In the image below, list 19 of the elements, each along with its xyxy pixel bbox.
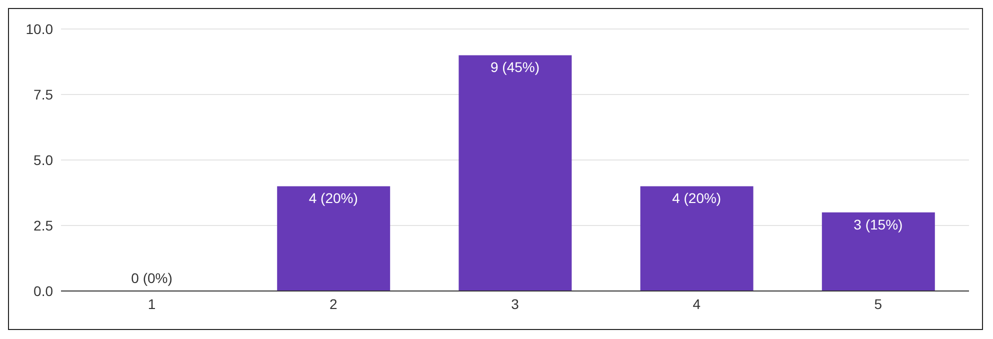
x-tick-label: 5 — [874, 296, 882, 312]
x-tick-label: 1 — [148, 296, 156, 312]
data-label: 4 (20%) — [308, 190, 358, 206]
x-tick-label: 3 — [511, 296, 520, 312]
y-tick-label: 5.0 — [34, 152, 54, 168]
data-label: 4 (20%) — [672, 190, 722, 206]
bar — [277, 186, 390, 291]
y-tick-label: 7.5 — [34, 86, 54, 102]
bar — [822, 212, 935, 291]
data-label: 0 (0%) — [131, 270, 172, 286]
bar — [640, 186, 754, 291]
y-tick-label: 2.5 — [34, 217, 54, 234]
bar — [458, 55, 572, 291]
y-tick-label: 10.0 — [26, 20, 54, 37]
x-tick-label: 2 — [330, 296, 338, 312]
x-tick-label: 4 — [692, 296, 701, 312]
data-label: 9 (45%) — [490, 59, 540, 76]
y-tick-label: 0.0 — [34, 282, 54, 299]
data-label: 3 (15%) — [854, 216, 903, 232]
